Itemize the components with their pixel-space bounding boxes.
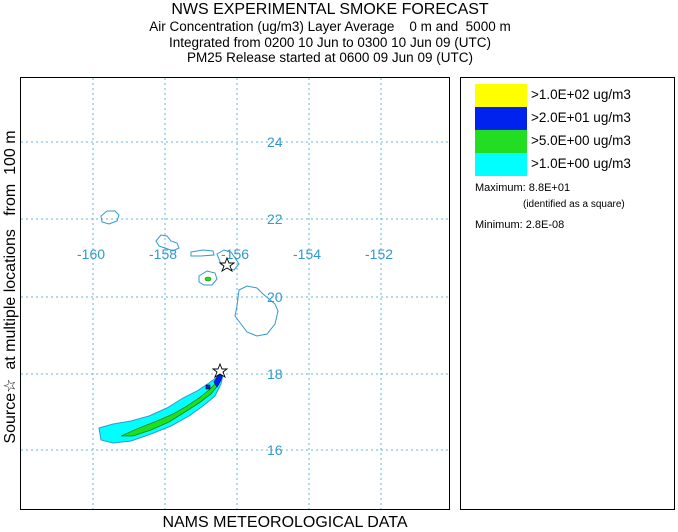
maximum-value: Maximum: 8.8E+01: [475, 182, 571, 194]
lat-label: 22: [267, 211, 283, 227]
big-island: [234, 285, 279, 337]
legend-entry: >2.0E+01 ug/m3: [475, 107, 670, 130]
legend-entry: >5.0E+00 ug/m3: [475, 130, 670, 153]
minimum-value: Minimum: 2.8E-08: [475, 219, 565, 231]
source-star-icon: [218, 256, 236, 273]
lon-label: -156: [221, 246, 249, 262]
legend-label: >1.0E+00 ug/m3: [531, 156, 631, 171]
subtitle-concentration: Air Concentration (ug/m3) Layer Average …: [149, 19, 511, 34]
lon-label: -152: [365, 246, 393, 262]
grid-labels: -160 -158 -156 -154 -152 24 22 20 18 16: [77, 134, 393, 458]
legend-label: >1.0E+02 ug/m3: [531, 87, 631, 102]
page-title: NWS EXPERIMENTAL SMOKE FORECAST: [171, 1, 489, 18]
lon-label: -154: [293, 246, 321, 262]
lanai-plume-spot: [204, 276, 212, 282]
subtitle-integration: Integrated from 0200 10 Jun to 0300 10 J…: [169, 34, 491, 50]
lon-label: -158: [149, 246, 177, 262]
legend-label: >5.0E+00 ug/m3: [531, 133, 631, 148]
lon-label: -160: [77, 246, 105, 262]
smoke-plume: [98, 276, 225, 444]
plume-cyan-band: [98, 368, 225, 444]
lanai-island: [198, 270, 218, 286]
oahu-island: [155, 234, 180, 252]
coastlines: [100, 210, 279, 337]
lat-label: 18: [267, 366, 283, 382]
source-markers: [211, 256, 236, 379]
lat-label: 20: [267, 289, 283, 305]
map-canvas: -160 -158 -156 -154 -152 24 22 20 18 16: [21, 78, 449, 509]
niihau-island: [100, 210, 120, 225]
lat-label: 24: [267, 134, 283, 150]
footer-data-source: NAMS METEOROLOGICAL DATA: [162, 514, 408, 531]
maximum-note: (identified as a square): [523, 199, 625, 210]
source-star-icon: [211, 362, 229, 379]
legend-label: >2.0E+01 ug/m3: [531, 110, 631, 125]
molokai-island: [190, 249, 215, 257]
maximum-square-marker: [205, 384, 211, 390]
map-panel: -160 -158 -156 -154 -152 24 22 20 18 16: [20, 77, 450, 510]
legend-entry: >1.0E+00 ug/m3: [475, 153, 670, 176]
legend-swatch: [475, 107, 527, 130]
legend-entry: >1.0E+02 ug/m3: [475, 84, 670, 107]
lat-label: 16: [267, 442, 283, 458]
subtitle-release: PM25 Release started at 0600 09 Jun 09 (…: [187, 50, 473, 65]
legend-swatch: [475, 130, 527, 153]
source-label: Source☆ at multiple locations from 100 m: [2, 130, 19, 444]
legend-swatch: [475, 84, 527, 107]
header: NWS EXPERIMENTAL SMOKE FORECAST Air Conc…: [20, 0, 640, 66]
legend-swatch: [475, 153, 527, 176]
graticule: [21, 78, 449, 509]
legend-panel: >1.0E+02 ug/m3 >2.0E+01 ug/m3 >5.0E+00 u…: [460, 77, 675, 510]
